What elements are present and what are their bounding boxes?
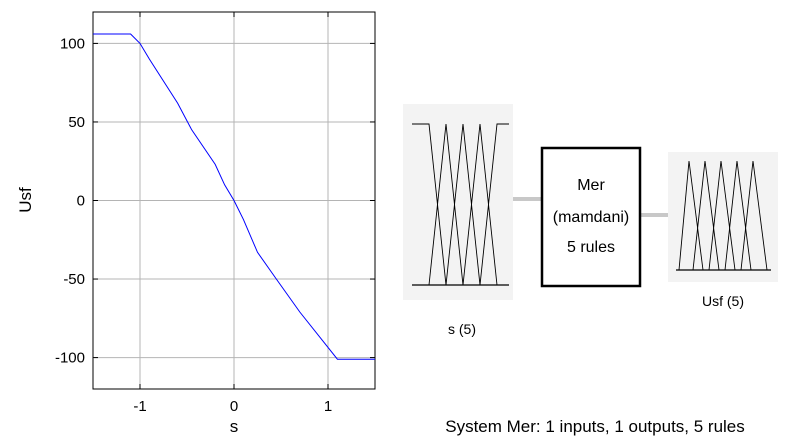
rule-count: 5 rules <box>567 239 615 256</box>
y-tick-label: -50 <box>63 271 85 288</box>
x-tick-label: 0 <box>230 398 238 415</box>
rule-block-box <box>540 146 642 288</box>
output-mf-panel[interactable]: Usf (5) <box>668 152 778 309</box>
x-axis-label: s <box>230 417 239 436</box>
x-tick-label: 1 <box>324 398 332 415</box>
input-label: s (5) <box>448 321 476 337</box>
y-tick-label: 0 <box>77 193 85 210</box>
system-name: Mer <box>577 177 605 194</box>
y-tick-label: 50 <box>68 114 85 131</box>
output-surface-plot: -1 0 1 100 50 0 -50 -100 s Usf <box>16 11 376 436</box>
input-mf-background <box>403 104 513 300</box>
y-axis-label: Usf <box>16 187 35 213</box>
y-tick-label: 100 <box>60 35 85 52</box>
x-tick-labels: -1 0 1 <box>133 398 332 415</box>
system-summary: System Mer: 1 inputs, 1 outputs, 5 rules <box>445 417 745 436</box>
series-line <box>93 33 375 360</box>
y-tick-label: -100 <box>55 350 85 367</box>
output-label: Usf (5) <box>702 293 744 309</box>
rule-block[interactable]: Mer (mamdani) 5 rules <box>540 146 642 288</box>
y-tick-labels: 100 50 0 -50 -100 <box>55 35 85 366</box>
system-type: (mamdani) <box>553 209 629 226</box>
output-mf-shapes <box>678 160 768 271</box>
input-mf-shapes <box>412 123 509 286</box>
x-tick-label: -1 <box>133 398 146 415</box>
fis-diagram: s (5) Mer (mamdani) 5 rules Usf (5) Syst… <box>403 104 778 436</box>
output-mf-background <box>668 152 778 282</box>
input-mf-panel[interactable]: s (5) <box>403 104 513 337</box>
axis-ticks <box>93 12 375 389</box>
